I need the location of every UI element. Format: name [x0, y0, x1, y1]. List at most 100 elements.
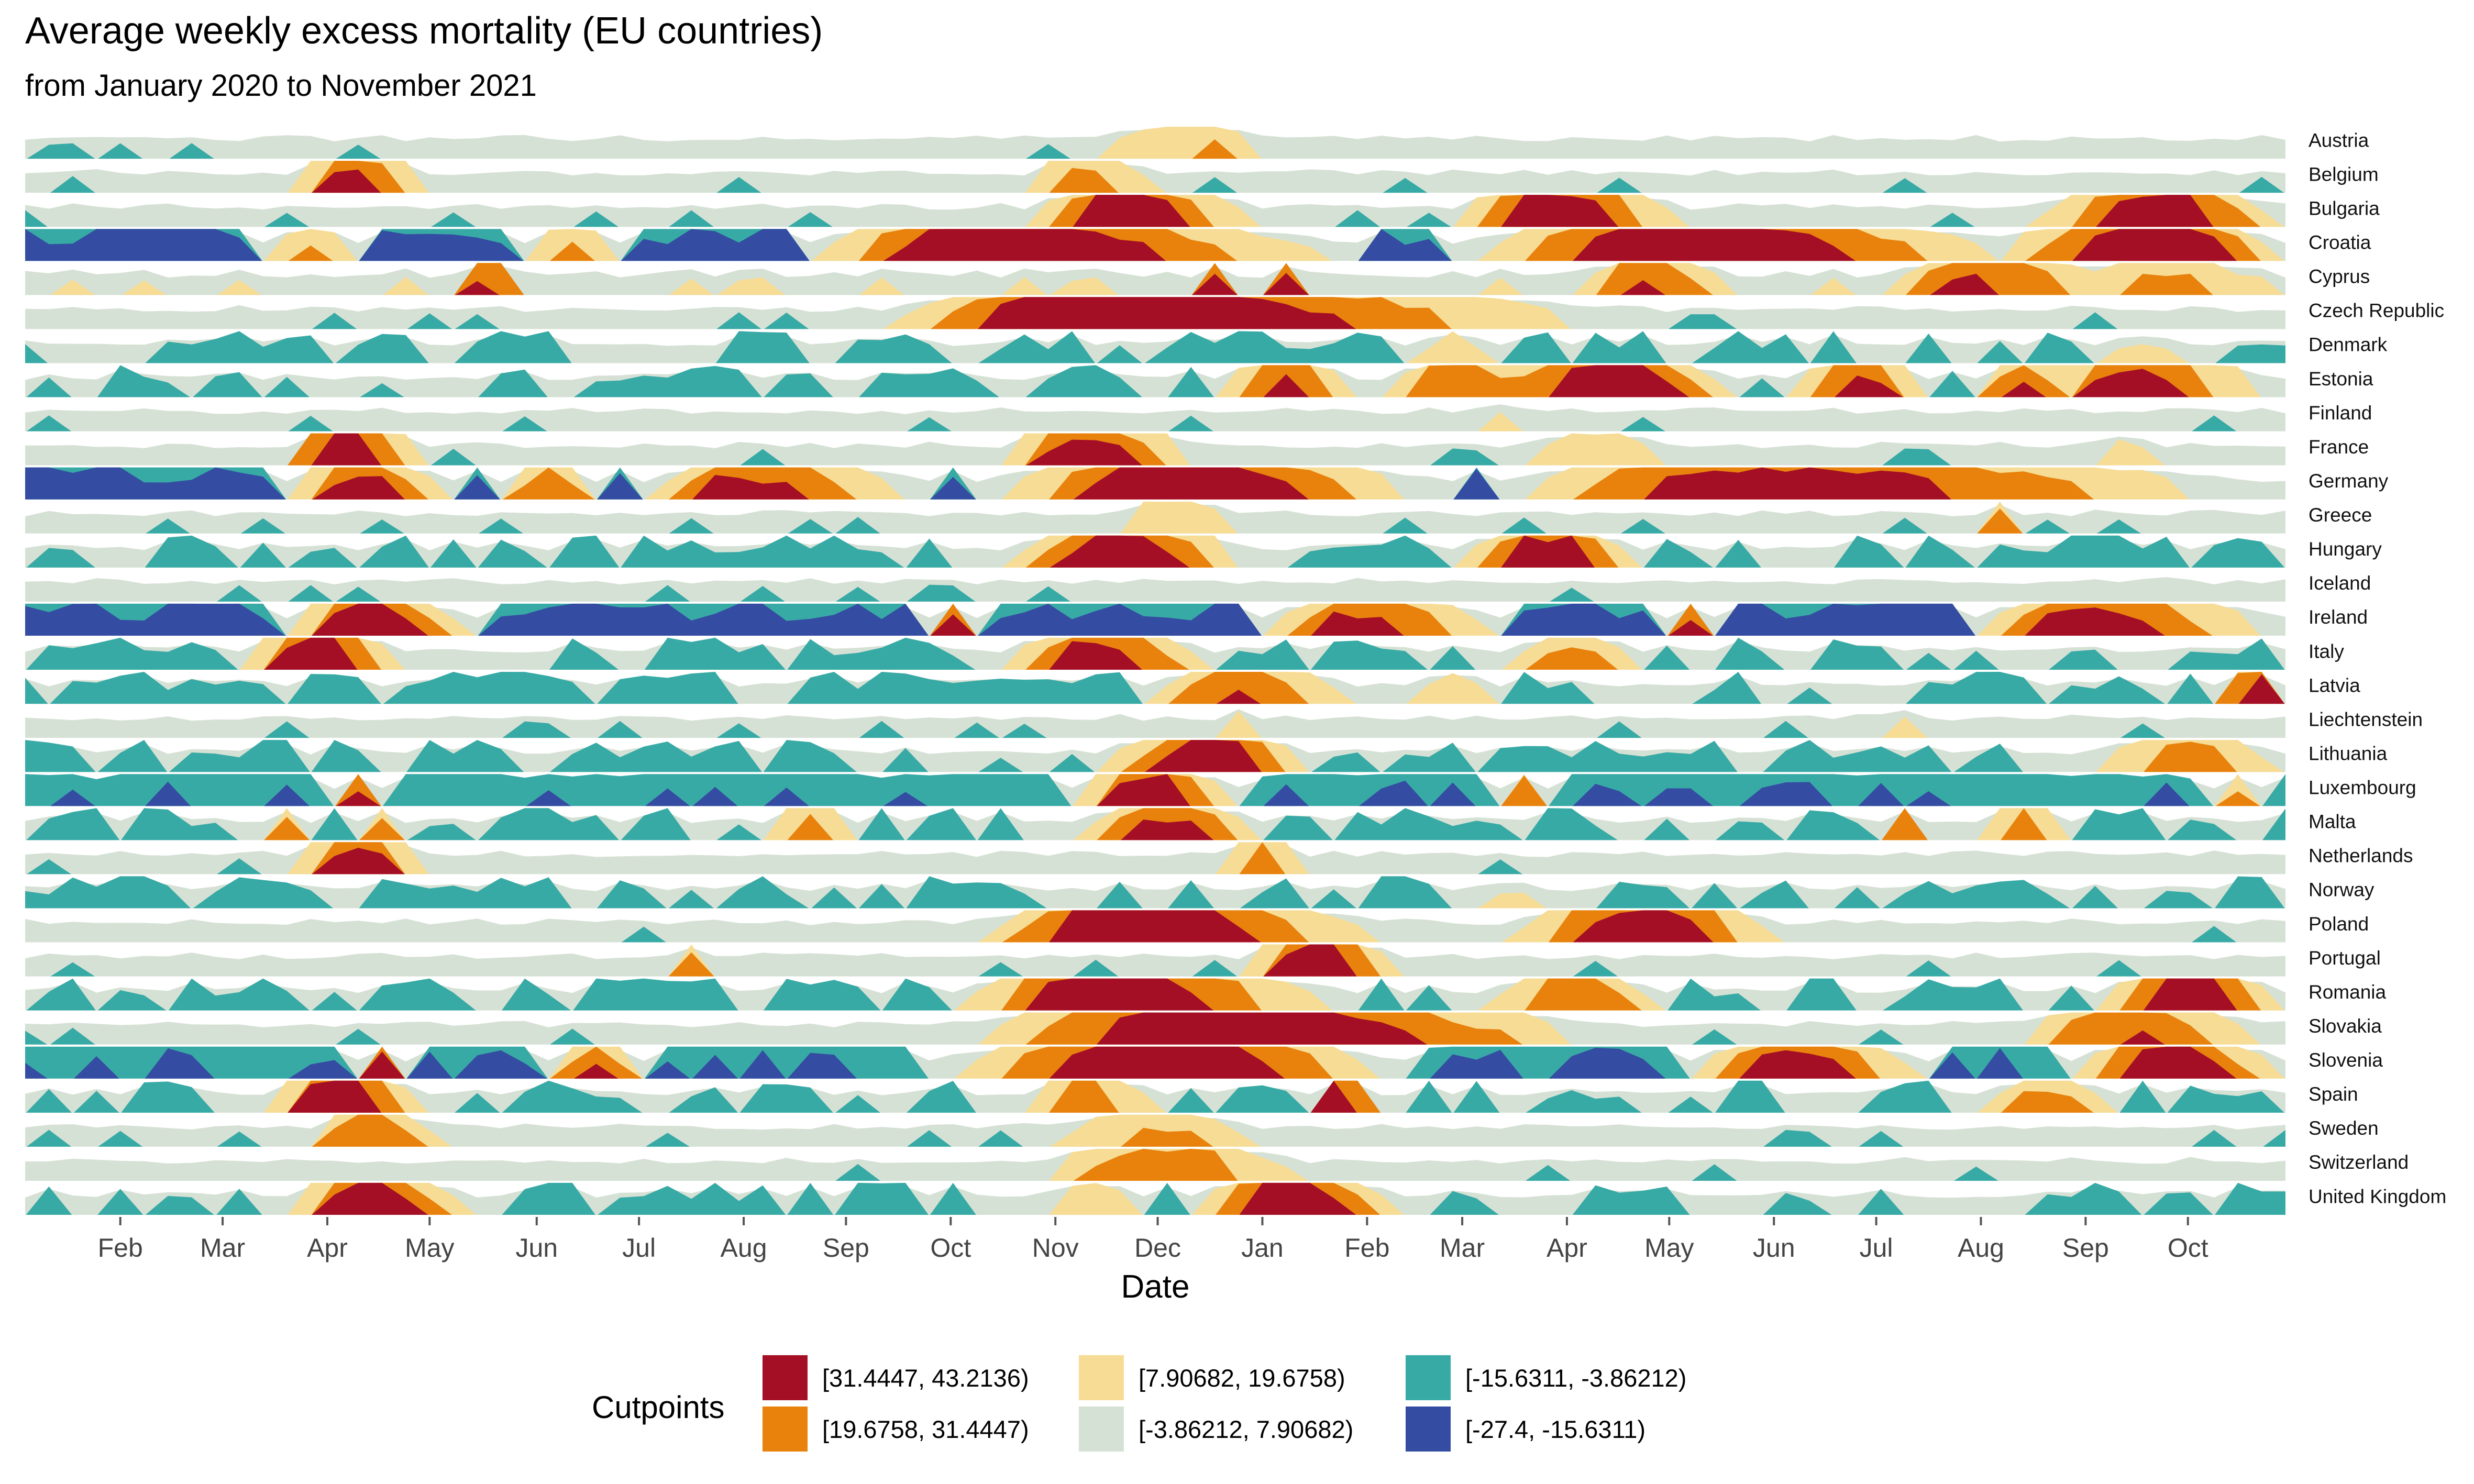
band-area-_-15.6311_-3.86212_	[26, 1080, 2284, 1113]
band-area-_19.6758_31.4447_	[311, 603, 2213, 636]
country-label: Cyprus	[2309, 266, 2370, 287]
band-area-_-3.86212_7.90682_	[25, 404, 2285, 431]
x-tick-label: Mar	[1440, 1233, 1485, 1262]
row-sweden	[25, 1113, 2285, 1147]
legend-swatch	[1406, 1407, 1451, 1452]
band-area-_-3.86212_7.90682_	[25, 577, 2285, 602]
country-label: Slovakia	[2309, 1015, 2382, 1037]
legend-swatch	[763, 1407, 808, 1452]
country-label: Malta	[2309, 811, 2356, 833]
band-area-_31.4447_43.2136_	[1263, 365, 2189, 397]
band-area-_-27.4_-15.6311_	[25, 229, 1452, 261]
band-area-_-15.6311_-3.86212_	[50, 959, 2141, 977]
country-label: Switzerland	[2309, 1151, 2409, 1173]
country-label: Greece	[2309, 504, 2372, 526]
band-area-_19.6758_31.4447_	[1073, 1148, 1238, 1181]
row-malta	[25, 807, 2285, 840]
band-area-_-15.6311_-3.86212_	[835, 1164, 1998, 1181]
x-tick-label: Nov	[1032, 1233, 1079, 1262]
band-area-_31.4447_43.2136_	[883, 229, 2237, 261]
band-area-_31.4447_43.2136_	[1097, 1012, 2165, 1045]
country-label: Spain	[2309, 1083, 2358, 1105]
x-tick-label: Aug	[721, 1233, 767, 1262]
band-area-_31.4447_43.2136_	[336, 774, 1190, 806]
band-area-_-27.4_-15.6311_	[50, 780, 2190, 806]
band-area-_19.6758_31.4447_	[1977, 508, 2023, 534]
band-area-_7.90682_19.6758_	[1025, 195, 2284, 227]
band-area-_31.4447_43.2136_	[264, 637, 1143, 670]
x-tick-label: Apr	[307, 1233, 348, 1262]
band-area-_7.90682_19.6758_	[1144, 672, 2285, 704]
country-label: Latvia	[2309, 674, 2360, 696]
legend-swatch	[1079, 1355, 1124, 1400]
x-tick-label: Dec	[1134, 1233, 1181, 1262]
band-area-_31.4447_43.2136_	[359, 1046, 2237, 1079]
country-label: Belgium	[2309, 163, 2379, 185]
band-area-_-15.6311_-3.86212_	[312, 312, 2118, 329]
country-label: Slovenia	[2309, 1049, 2383, 1071]
x-axis-title: Date	[1121, 1269, 1190, 1305]
chart-title: Average weekly excess mortality (EU coun…	[25, 10, 823, 52]
row-liechtenstein	[25, 705, 2285, 738]
row-germany	[25, 466, 2285, 500]
country-label: Luxembourg	[2309, 777, 2416, 799]
row-croatia	[25, 228, 2285, 261]
legend-label: [-3.86212, 7.90682)	[1139, 1415, 1353, 1443]
row-france	[25, 432, 2285, 466]
band-area-_31.4447_43.2136_	[455, 273, 1999, 295]
band-area-_-15.6311_-3.86212_	[146, 517, 2141, 534]
country-label: Lithuania	[2309, 743, 2388, 764]
band-area-_-15.6311_-3.86212_	[26, 365, 1975, 397]
band-area-_31.4447_43.2136_	[1121, 819, 1214, 840]
band-area-_31.4447_43.2136_	[1050, 535, 1595, 568]
x-tick-label: May	[405, 1233, 454, 1262]
band-area-_31.4447_43.2136_	[978, 297, 1356, 329]
row-estonia	[25, 364, 2285, 397]
row-czech-republic	[25, 296, 2285, 329]
country-labels: Austria Belgium Bulgaria Croatia Cyprus Czech…	[2309, 129, 2446, 1207]
band-area-_7.90682_19.6758_	[1406, 331, 2189, 363]
band-area-_-27.4_-15.6311_	[25, 1047, 2023, 1079]
band-area-_31.4447_43.2136_	[1073, 195, 2214, 227]
row-poland	[25, 909, 2285, 943]
x-tick-label: Sep	[2062, 1233, 2109, 1262]
legend: Cutpoints [31.4447, 43.2136) [19.6758, 31…	[592, 1355, 1686, 1452]
band-area-_-15.6311_-3.86212_	[25, 331, 2285, 363]
band-area-_-3.86212_7.90682_	[25, 947, 2285, 977]
x-tick-label: Jun	[1753, 1233, 1795, 1262]
band-area-_7.90682_19.6758_	[288, 1182, 1404, 1215]
country-label: Hungary	[2309, 538, 2382, 560]
row-cyprus	[25, 262, 2285, 295]
legend-label: [-27.4, -15.6311)	[1465, 1415, 1645, 1443]
x-tick-label: Feb	[1344, 1233, 1389, 1262]
x-tick-label: Oct	[930, 1233, 971, 1262]
row-portugal	[25, 943, 2285, 977]
band-area-_19.6758_31.4447_	[1239, 365, 2214, 397]
row-hungary	[25, 534, 2285, 568]
x-tick-label: Jul	[1860, 1233, 1893, 1262]
legend-label: [7.90682, 19.6758)	[1139, 1364, 1345, 1392]
band-area-_-15.6311_-3.86212_	[25, 876, 2285, 909]
band-area-_-15.6311_-3.86212_	[25, 774, 2285, 806]
band-area-_-3.86212_7.90682_	[25, 164, 2285, 193]
x-tick-label: Oct	[2168, 1233, 2208, 1262]
country-label: Norway	[2309, 879, 2374, 901]
country-label: Croatia	[2309, 232, 2371, 253]
band-area-_31.4447_43.2136_	[311, 433, 1143, 466]
band-area-_31.4447_43.2136_	[1145, 740, 1262, 772]
row-slovenia	[25, 1045, 2285, 1079]
band-area-_-27.4_-15.6311_	[25, 467, 1500, 500]
row-slovakia	[25, 1011, 2285, 1045]
row-netherlands	[25, 841, 2285, 874]
legend-title: Cutpoints	[592, 1390, 724, 1425]
chart-subtitle: from January 2020 to November 2021	[25, 69, 537, 103]
country-label: United Kingdom	[2309, 1186, 2446, 1207]
row-austria	[25, 126, 2285, 159]
country-label: Austria	[2309, 129, 2369, 151]
country-label: Estonia	[2309, 368, 2373, 390]
x-tick-label: Aug	[1958, 1233, 2004, 1262]
legend-label: [31.4447, 43.2136)	[822, 1364, 1029, 1392]
country-label: Czech Republic	[2309, 300, 2444, 322]
band-area-_19.6758_31.4447_	[454, 263, 2213, 295]
